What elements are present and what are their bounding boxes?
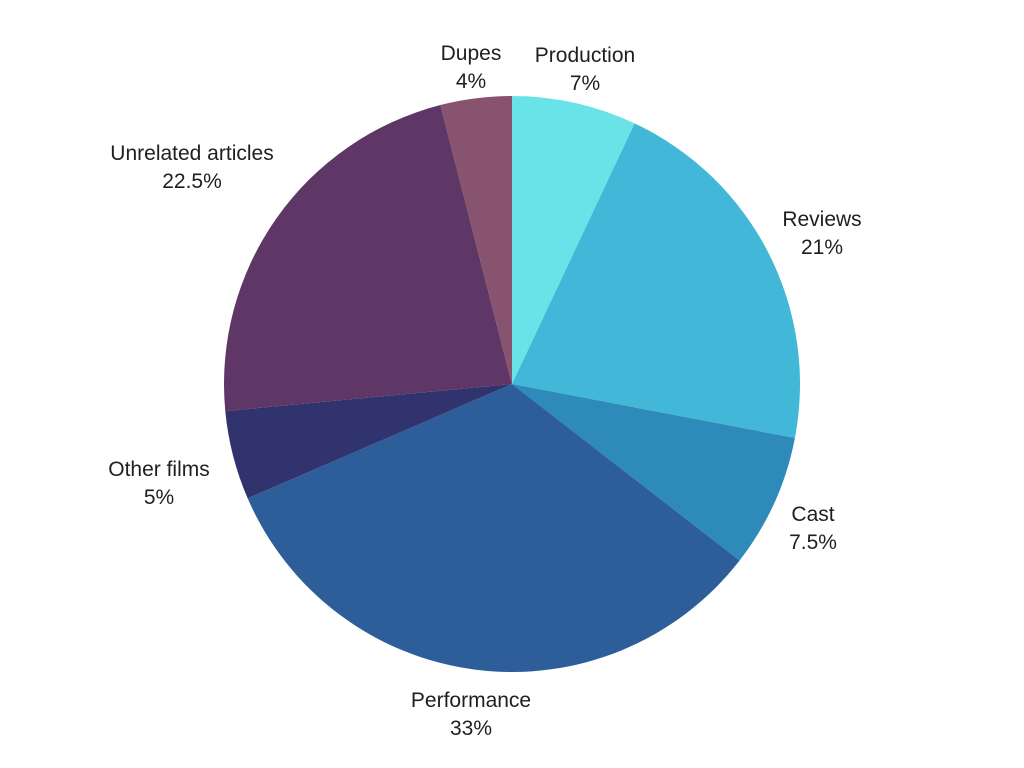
slice-value-reviews: 21% [801, 236, 843, 259]
slice-other-films [225, 384, 512, 499]
slice-unrelated-articles [224, 105, 512, 412]
slice-dupes [440, 96, 512, 384]
slice-cast [512, 384, 795, 561]
slice-name-other-films: Other films [108, 458, 210, 481]
slice-production [512, 96, 635, 384]
slice-label-dupes: Dupes 4% [441, 42, 502, 93]
slice-value-production: 7% [570, 72, 600, 95]
slice-label-performance: Performance 33% [411, 689, 531, 740]
slice-reviews [512, 123, 801, 438]
slice-performance [247, 384, 740, 672]
slice-label-other-films: Other films 5% [108, 458, 210, 509]
slice-value-cast: 7.5% [789, 531, 837, 554]
slice-label-production: Production 7% [535, 44, 635, 95]
slice-name-performance: Performance [411, 689, 531, 712]
pie-slices [224, 96, 801, 672]
slice-label-cast: Cast 7.5% [789, 503, 837, 554]
slice-value-other-films: 5% [144, 486, 174, 509]
slice-value-performance: 33% [450, 717, 492, 740]
slice-name-unrelated-articles: Unrelated articles [110, 142, 273, 165]
slice-name-cast: Cast [791, 503, 834, 526]
slice-name-production: Production [535, 44, 635, 67]
slice-value-dupes: 4% [456, 70, 486, 93]
slice-labels: Production 7% Reviews 21% Cast 7.5% Performanc… [108, 42, 861, 740]
slice-name-reviews: Reviews [782, 208, 861, 231]
slice-name-dupes: Dupes [441, 42, 502, 65]
slice-label-unrelated-articles: Unrelated articles 22.5% [110, 142, 273, 193]
slice-label-reviews: Reviews 21% [782, 208, 861, 259]
slice-value-unrelated-articles: 22.5% [162, 170, 222, 193]
